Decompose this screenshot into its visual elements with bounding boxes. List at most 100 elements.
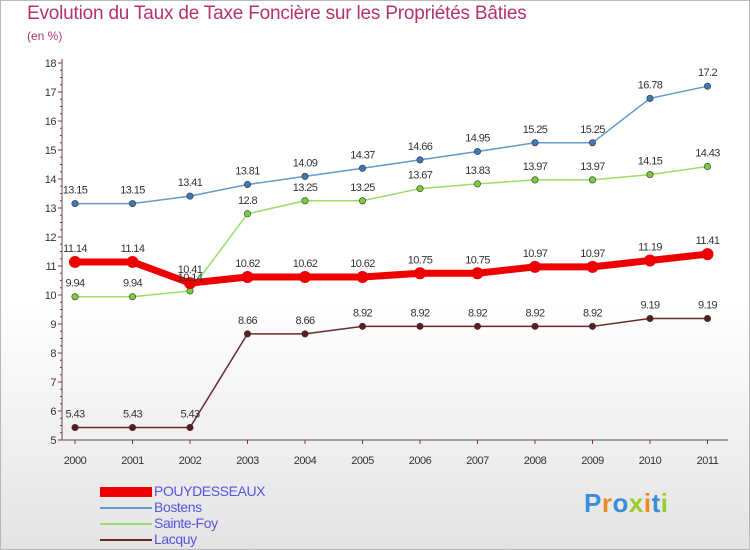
data-label-bostens: 14.09: [293, 157, 318, 169]
logo-letter: r: [601, 488, 613, 518]
data-point-sainte-foy: [416, 185, 424, 193]
data-label-pouydesseaux: 10.75: [465, 254, 490, 266]
data-point-pouydesseaux: [586, 260, 599, 273]
y-tick-label: 18: [45, 58, 57, 70]
data-label-bostens: 14.37: [350, 149, 375, 161]
data-point-bostens: [358, 164, 366, 172]
data-point-lacquy: [703, 314, 711, 322]
legend-swatch: [100, 523, 152, 525]
data-label-sainte-foy: 13.25: [350, 182, 375, 194]
logo-letter: o: [612, 488, 629, 518]
data-point-sainte-foy: [473, 180, 481, 188]
y-tick-label: 11: [46, 261, 57, 273]
series-line-sainte-foy: [74, 165, 709, 298]
data-point-pouydesseaux: [241, 271, 254, 284]
data-point-pouydesseaux: [69, 255, 81, 268]
data-point-bostens: [129, 200, 137, 208]
legend-label: Sainte-Foy: [154, 515, 218, 531]
data-point-bostens: [416, 156, 424, 164]
y-tick-label: 13: [45, 203, 57, 215]
data-label-pouydesseaux: 11.19: [638, 241, 662, 253]
logo-letter: i: [643, 488, 652, 518]
data-label-pouydesseaux: 11.14: [63, 243, 87, 255]
data-label-pouydesseaux: 10.97: [580, 248, 605, 260]
data-label-sainte-foy: 13.97: [523, 161, 548, 173]
data-label-pouydesseaux: 10.75: [408, 254, 433, 266]
data-label-sainte-foy: 13.25: [293, 182, 318, 194]
data-point-pouydesseaux: [184, 277, 196, 290]
data-label-bostens: 17.2: [698, 67, 717, 79]
y-tick-label: 15: [45, 145, 57, 157]
data-label-lacquy: 8.66: [238, 315, 257, 327]
data-point-pouydesseaux: [471, 267, 484, 280]
data-label-sainte-foy: 13.97: [580, 161, 605, 173]
data-point-pouydesseaux: [414, 267, 426, 280]
data-point-sainte-foy: [588, 176, 596, 184]
data-point-lacquy: [646, 314, 654, 322]
y-tick-label: 17: [45, 87, 57, 99]
y-tick-label: 5: [50, 435, 56, 447]
data-point-sainte-foy: [646, 171, 654, 179]
data-label-pouydesseaux: 10.62: [293, 258, 318, 270]
y-tick-label: 9: [50, 319, 56, 331]
data-point-lacquy: [186, 424, 194, 432]
legend-label: Lacquy: [154, 531, 197, 547]
series-line-lacquy: [74, 317, 709, 429]
legend-label: Bostens: [154, 499, 202, 515]
x-tick-label: 2009: [581, 455, 604, 467]
data-label-bostens: 13.41: [178, 177, 203, 189]
data-point-bostens: [646, 94, 654, 102]
data-point-sainte-foy: [244, 210, 252, 218]
data-point-sainte-foy: [71, 293, 79, 301]
data-label-sainte-foy: 14.15: [638, 156, 663, 168]
data-point-lacquy: [301, 330, 309, 338]
data-label-pouydesseaux: 10.41: [178, 264, 203, 276]
data-point-lacquy: [473, 322, 481, 330]
data-label-lacquy: 9.19: [698, 299, 717, 311]
data-label-sainte-foy: 13.67: [408, 170, 433, 182]
data-point-bostens: [588, 139, 596, 147]
y-axis-unit-label: (en %): [27, 29, 63, 43]
x-tick-label: 2011: [697, 455, 719, 467]
data-point-bostens: [244, 181, 252, 189]
data-point-lacquy: [71, 424, 79, 432]
data-label-sainte-foy: 14.43: [695, 148, 720, 160]
data-point-bostens: [473, 147, 481, 155]
data-point-sainte-foy: [531, 176, 539, 184]
x-tick-label: 2002: [179, 455, 202, 467]
logo-letter: P: [584, 488, 602, 518]
x-tick-label: 2010: [639, 455, 662, 467]
data-label-sainte-foy: 10.14: [178, 272, 203, 284]
data-label-lacquy: 5.43: [65, 409, 84, 421]
series-line-pouydesseaux: [71, 250, 711, 287]
y-tick-label: 14: [45, 174, 57, 186]
data-label-lacquy: 5.43: [123, 409, 142, 421]
data-point-bostens: [186, 192, 194, 200]
data-point-pouydesseaux: [299, 271, 311, 284]
proxiti-logo: Proxiti: [584, 488, 668, 519]
x-tick-label: 2005: [351, 455, 374, 467]
y-tick-label: 12: [45, 232, 57, 244]
data-point-pouydesseaux: [356, 271, 369, 284]
y-tick-label: 8: [50, 348, 56, 360]
data-label-lacquy: 8.92: [410, 307, 429, 319]
y-tick-label: 7: [50, 377, 56, 389]
x-tick-label: 2004: [294, 455, 317, 467]
legend-swatch: [100, 539, 152, 541]
data-point-sainte-foy: [129, 293, 137, 301]
data-label-bostens: 15.25: [523, 124, 548, 136]
data-label-bostens: 14.66: [408, 141, 433, 153]
data-point-pouydesseaux: [529, 260, 541, 273]
x-tick-label: 2006: [409, 455, 432, 467]
data-label-pouydesseaux: 11.41: [696, 235, 720, 247]
data-label-bostens: 13.15: [63, 185, 88, 197]
chart-title: Evolution du Taux de Taxe Foncière sur l…: [27, 3, 527, 24]
data-label-lacquy: 8.92: [353, 307, 372, 319]
logo-letter: i: [660, 488, 669, 518]
x-tick-label: 2003: [236, 455, 259, 467]
y-tick-label: 10: [45, 290, 57, 302]
logo-letter: x: [628, 488, 644, 518]
data-label-bostens: 14.95: [465, 132, 490, 144]
data-label-bostens: 16.78: [638, 79, 663, 91]
